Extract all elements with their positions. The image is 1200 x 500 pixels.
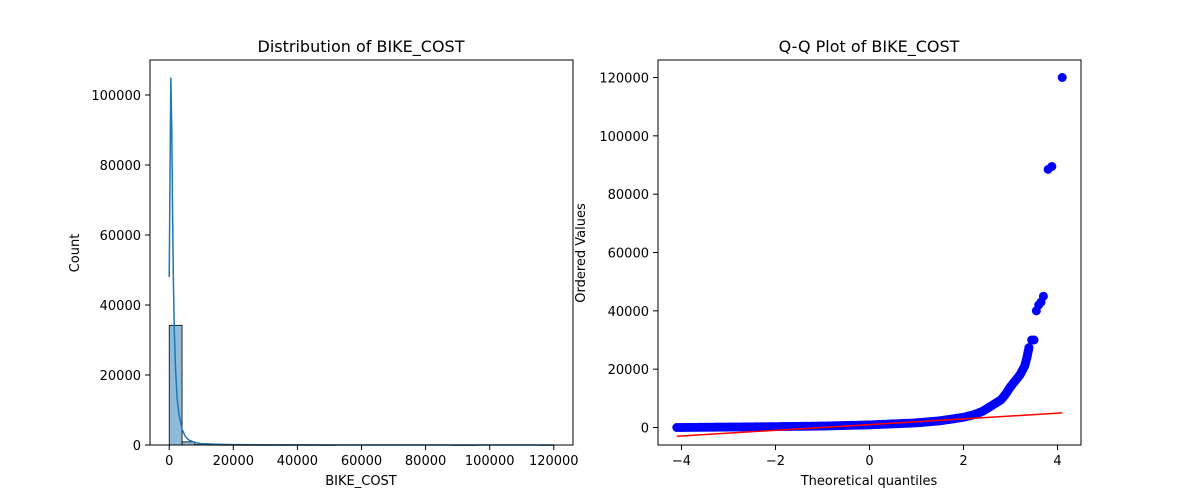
histogram-bar xyxy=(168,324,183,446)
x-tick-label: 120000 xyxy=(529,454,579,469)
y-tick-label: 60000 xyxy=(608,247,649,262)
qq-y-label: Ordered Values xyxy=(574,203,589,303)
x-tick-label: −4 xyxy=(672,454,691,469)
qq-point xyxy=(1029,335,1039,345)
x-tick-label: 100000 xyxy=(465,454,515,469)
y-tick-label: 100000 xyxy=(599,130,649,145)
y-tick-label: 40000 xyxy=(608,305,649,320)
x-tick-label: 80000 xyxy=(405,454,446,469)
histogram-x-ticks: 0 20000 40000 60000 80000 100000 120000 xyxy=(165,445,579,469)
qq-plot-chart: Q-Q Plot of BIKE_COST −4 −2 0 2 4 0 20000 4000… xyxy=(574,37,1082,489)
histogram-y-ticks: 0 20000 40000 60000 80000 100000 xyxy=(91,89,150,454)
y-tick-label: 60000 xyxy=(100,229,141,244)
y-tick-label: 120000 xyxy=(599,72,649,87)
y-tick-label: 80000 xyxy=(608,188,649,203)
histogram-chart: Distribution of BIKE_COST 0 20000 40000 600… xyxy=(68,37,579,489)
qq-fit-line xyxy=(676,412,1063,437)
x-tick-label: 20000 xyxy=(213,454,254,469)
qq-y-ticks: 0 20000 40000 60000 80000 100000 120000 xyxy=(599,72,658,437)
x-tick-label: 2 xyxy=(959,454,967,469)
histogram-x-label: BIKE_COST xyxy=(325,474,397,489)
y-tick-label: 0 xyxy=(133,439,141,454)
qq-point xyxy=(1057,73,1067,82)
qq-point xyxy=(1047,161,1057,171)
y-tick-label: 20000 xyxy=(608,363,649,378)
qq-x-label: Theoretical quantiles xyxy=(800,474,938,489)
x-tick-label: 0 xyxy=(165,454,173,469)
x-tick-label: 0 xyxy=(865,454,873,469)
histogram-title: Distribution of BIKE_COST xyxy=(258,37,465,57)
y-tick-label: 0 xyxy=(641,422,649,437)
qq-x-ticks: −4 −2 0 2 4 xyxy=(672,445,1062,469)
y-tick-label: 40000 xyxy=(100,299,141,314)
x-tick-label: 60000 xyxy=(341,454,382,469)
y-tick-label: 20000 xyxy=(100,369,141,384)
x-tick-label: 40000 xyxy=(277,454,318,469)
y-tick-label: 80000 xyxy=(100,159,141,174)
histogram-y-label: Count xyxy=(68,234,83,273)
qq-point xyxy=(1024,343,1034,353)
qq-plot-title: Q-Q Plot of BIKE_COST xyxy=(779,37,960,57)
x-tick-label: 4 xyxy=(1053,454,1061,469)
y-tick-label: 100000 xyxy=(91,89,141,104)
qq-point xyxy=(1038,291,1048,301)
x-tick-label: −2 xyxy=(766,454,785,469)
